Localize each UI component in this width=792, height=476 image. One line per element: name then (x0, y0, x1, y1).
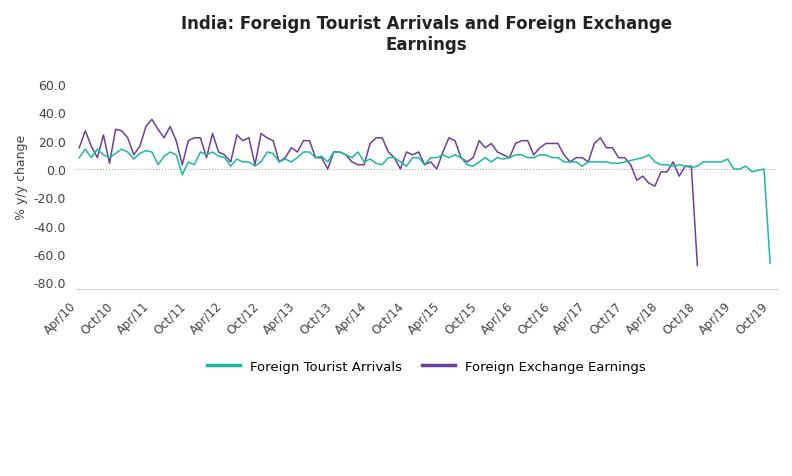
Y-axis label: % y/y change: % y/y change (15, 134, 28, 219)
Title: India: Foreign Tourist Arrivals and Foreign Exchange
Earnings: India: Foreign Tourist Arrivals and Fore… (181, 15, 672, 54)
Legend: Foreign Tourist Arrivals, Foreign Exchange Earnings: Foreign Tourist Arrivals, Foreign Exchan… (201, 355, 652, 378)
